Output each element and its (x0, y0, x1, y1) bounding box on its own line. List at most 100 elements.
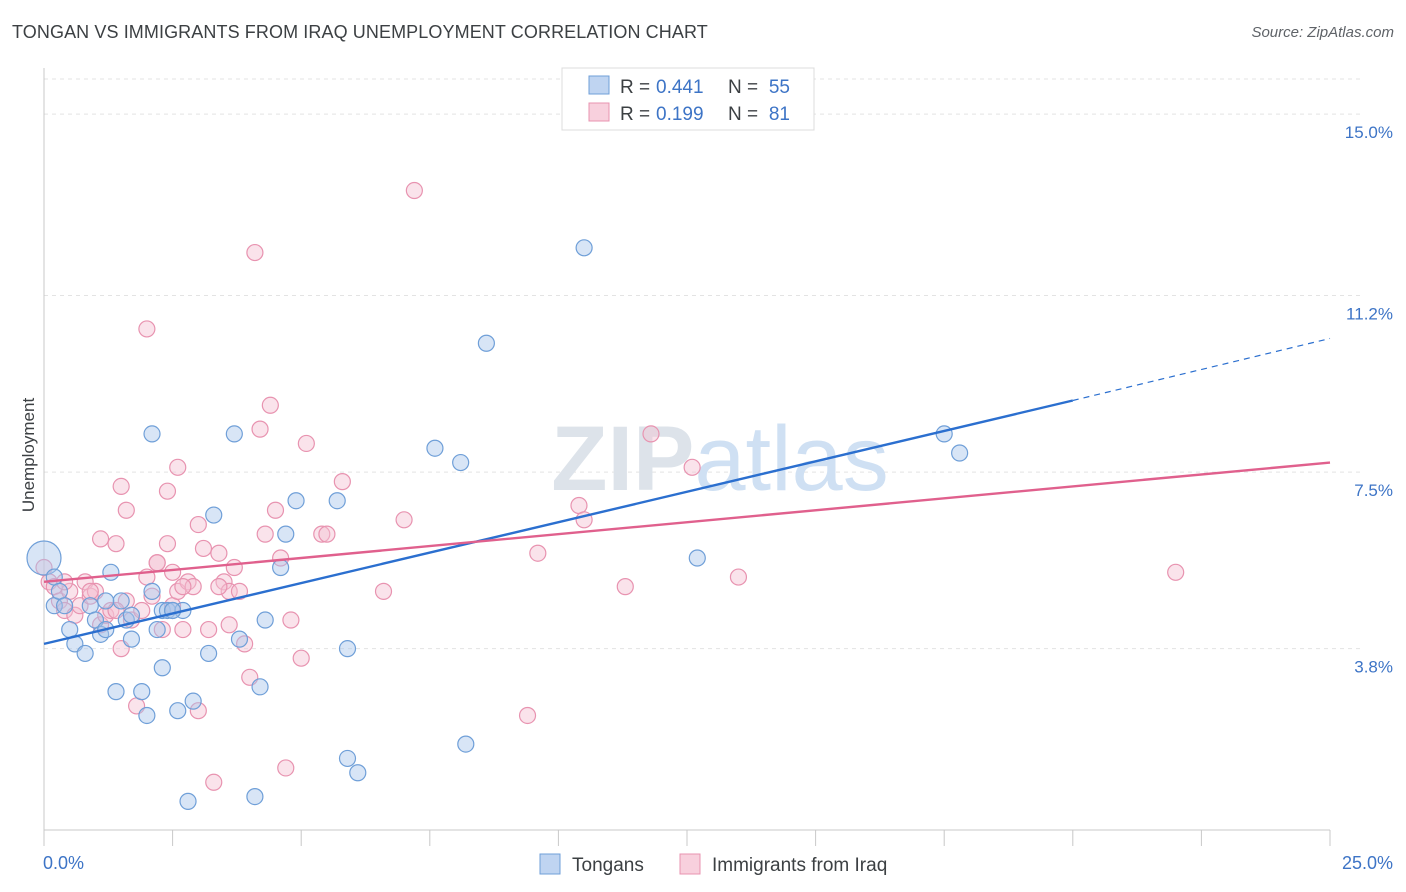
data-point (328, 492, 346, 510)
legend-swatch (588, 102, 610, 122)
data-point (349, 764, 367, 782)
legend-series-name: Tongans (572, 855, 644, 876)
data-point (338, 640, 357, 658)
data-point (251, 420, 269, 438)
data-point (138, 320, 156, 338)
chart-source: Source: ZipAtlas.com (1251, 24, 1394, 41)
legend-series-name: Immigrants from Iraq (712, 855, 887, 876)
data-point (55, 601, 74, 620)
watermark: ZIPatlas (551, 408, 888, 510)
data-point (158, 482, 177, 500)
data-point (297, 434, 315, 453)
data-point (26, 540, 62, 576)
data-point (122, 630, 141, 648)
data-point (935, 425, 953, 443)
chart-title: TONGAN VS IMMIGRANTS FROM IRAQ UNEMPLOYM… (12, 22, 708, 42)
data-point (277, 759, 295, 777)
data-point (143, 587, 161, 605)
legend-swatch (588, 75, 610, 95)
data-point (529, 544, 547, 562)
data-point (133, 601, 151, 620)
data-point (272, 558, 290, 577)
legend-swatch (679, 853, 701, 875)
data-point (210, 544, 228, 562)
legend-n-label: N = (728, 77, 758, 98)
data-point (81, 582, 99, 600)
data-point (169, 702, 187, 720)
data-point (230, 630, 249, 648)
y-tick-label: 7.5% (1354, 481, 1393, 500)
data-point (642, 425, 660, 443)
data-points (26, 181, 1185, 810)
data-point (117, 501, 135, 519)
data-point (616, 578, 634, 596)
data-point (169, 458, 187, 476)
legend-r-label: R = (620, 104, 650, 125)
x-tick-label: 0.0% (43, 853, 84, 873)
data-point (76, 644, 94, 663)
legend-r-value: 0.199 (656, 104, 704, 125)
trend-lines (43, 337, 1331, 646)
data-point (210, 578, 228, 596)
data-point (174, 620, 192, 639)
data-point (179, 792, 197, 810)
data-point (81, 597, 99, 615)
data-point (426, 439, 444, 457)
data-point (97, 592, 115, 610)
data-point (174, 578, 192, 596)
x-tick-label: 25.0% (1342, 853, 1393, 873)
data-point (729, 568, 748, 586)
legend-n-value: 55 (769, 77, 790, 98)
data-point (164, 601, 182, 620)
y-tick-label: 15.0% (1345, 123, 1393, 142)
data-point (1167, 563, 1185, 581)
data-point (45, 568, 63, 586)
data-point (55, 597, 74, 615)
data-point (50, 582, 69, 600)
legend-swatch (539, 853, 561, 875)
legend-stats: R = 0.441 N = 55 R = 0.199 N = 81 (561, 67, 815, 131)
data-point (189, 515, 207, 534)
data-point (215, 573, 233, 591)
data-point (205, 506, 223, 524)
data-point (251, 678, 269, 696)
data-point (107, 683, 125, 701)
tick-labels: 3.8% 7.5% 11.2% 15.0% 0.0% 25.0% (43, 123, 1393, 873)
data-point (261, 396, 279, 414)
y-tick-label: 11.2% (1346, 305, 1393, 324)
data-point (236, 635, 254, 653)
data-point (153, 620, 171, 639)
data-point (457, 735, 475, 753)
trend-line-extension (1072, 337, 1331, 402)
data-point (184, 692, 202, 710)
data-point (256, 525, 274, 543)
data-point (570, 496, 588, 515)
data-point (200, 644, 218, 663)
data-point (292, 649, 310, 667)
data-point (395, 511, 413, 529)
data-point (61, 620, 79, 639)
data-point (277, 525, 295, 543)
watermark-atlas: atlas (694, 408, 888, 510)
data-point (313, 525, 331, 543)
data-point (91, 530, 110, 548)
legend-n-label: N = (728, 104, 758, 125)
data-point (318, 525, 336, 543)
data-point (189, 702, 207, 720)
trend-line (43, 461, 1331, 584)
data-point (683, 458, 701, 476)
data-point (518, 706, 537, 725)
data-point (158, 535, 177, 553)
data-point (246, 787, 264, 806)
data-point (287, 492, 305, 510)
data-point (138, 706, 156, 725)
data-point (148, 620, 166, 639)
data-point (102, 563, 120, 581)
data-point (200, 620, 218, 639)
data-point (374, 582, 393, 600)
data-point (333, 473, 351, 491)
data-point (107, 535, 125, 553)
data-point (405, 181, 423, 200)
trend-line (43, 399, 1074, 646)
